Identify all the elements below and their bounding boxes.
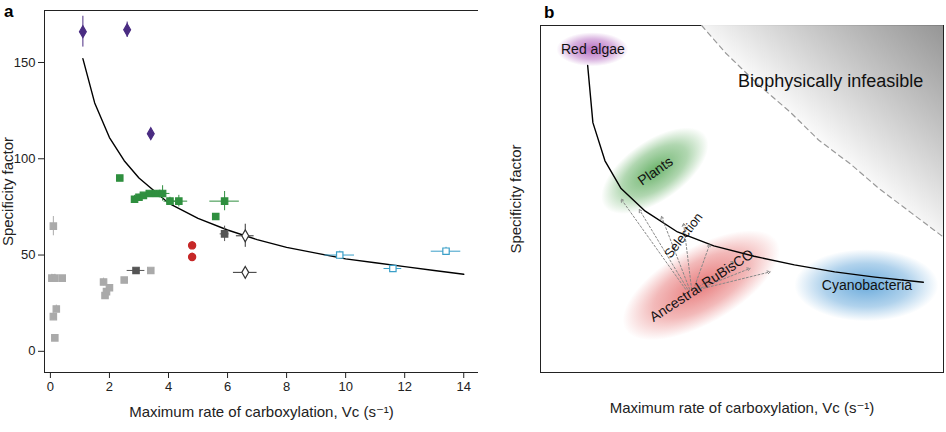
svg-text:Ancestral RuBisCO: Ancestral RuBisCO — [646, 246, 756, 325]
svg-text:8: 8 — [283, 379, 290, 394]
svg-text:Biophysically infeasible: Biophysically infeasible — [738, 71, 923, 91]
svg-text:Plants: Plants — [635, 153, 676, 188]
svg-text:150: 150 — [14, 55, 36, 70]
svg-text:Red algae: Red algae — [561, 41, 625, 57]
svg-text:50: 50 — [21, 247, 35, 262]
svg-text:4: 4 — [165, 379, 172, 394]
svg-text:14: 14 — [457, 379, 471, 394]
svg-text:10: 10 — [338, 379, 352, 394]
svg-text:100: 100 — [14, 151, 36, 166]
svg-text:Maximum rate of carboxylation,: Maximum rate of carboxylation, Vc (s⁻¹) — [129, 403, 394, 420]
svg-text:0: 0 — [47, 379, 54, 394]
svg-text:Maximum rate of carboxylation,: Maximum rate of carboxylation, Vc (s⁻¹) — [610, 399, 875, 416]
svg-text:Selection: Selection — [661, 210, 706, 261]
svg-text:0: 0 — [28, 343, 35, 358]
svg-text:Specificity factor: Specificity factor — [507, 144, 524, 253]
svg-text:6: 6 — [224, 379, 231, 394]
svg-text:Specificity factor: Specificity factor — [0, 137, 16, 246]
svg-text:12: 12 — [397, 379, 411, 394]
html-text:a: a — [4, 2, 14, 21]
html-text:b: b — [544, 3, 555, 22]
svg-text:2: 2 — [106, 379, 113, 394]
svg-text:Cyanobacteria: Cyanobacteria — [822, 277, 912, 293]
